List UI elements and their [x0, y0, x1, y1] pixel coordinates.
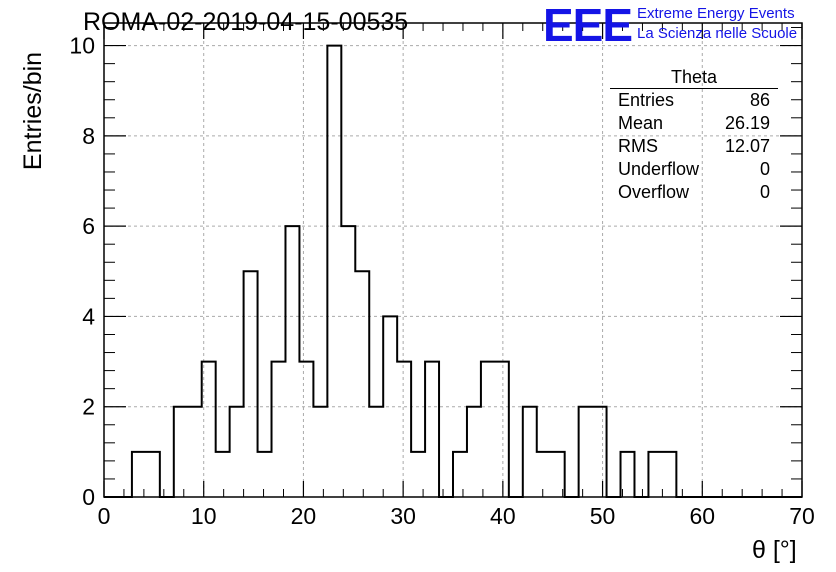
grid-lines [104, 23, 802, 497]
x-tick-label: 30 [390, 503, 416, 529]
x-tick-label: 70 [789, 503, 815, 529]
stats-row-underflow: Underflow 0 [610, 158, 778, 181]
logo-line-1: Extreme Energy Events [637, 5, 795, 22]
stats-box: Theta Entries 86 Mean 26.19 RMS 12.07 Un… [610, 66, 778, 204]
stats-row-rms: RMS 12.07 [610, 135, 778, 158]
y-tick-label: 4 [82, 303, 95, 329]
stats-label: Mean [618, 113, 664, 133]
y-tick-labels: 0 2 4 6 8 10 [69, 33, 95, 510]
stats-value: 0 [759, 159, 770, 179]
y-axis-label: Entries/bin [19, 51, 47, 171]
x-tick-label: 40 [490, 503, 516, 529]
stats-row-entries: Entries 86 [610, 89, 778, 112]
y-tick-label: 10 [69, 33, 95, 59]
y-tick-label: 8 [82, 123, 95, 149]
stats-label: Overflow [618, 182, 690, 202]
y-tick-label: 6 [82, 213, 95, 239]
axis-ticks [103, 23, 803, 498]
stats-label: RMS [618, 136, 658, 156]
histogram-step-line [104, 44, 802, 498]
stats-label: Entries [618, 90, 675, 110]
stats-value: 86 [749, 90, 770, 110]
stats-label: Underflow [618, 159, 700, 179]
x-axis-label: θ [°] [752, 536, 797, 564]
stats-row-mean: Mean 26.19 [610, 112, 778, 135]
x-tick-label: 0 [98, 503, 111, 529]
y-tick-label: 0 [82, 484, 95, 510]
stats-value: 12.07 [724, 136, 770, 156]
x-tick-label: 10 [191, 503, 217, 529]
stats-title: Theta [610, 66, 778, 89]
logo-caption: Extreme Energy Events La Scienza nelle S… [637, 4, 797, 44]
stats-row-overflow: Overflow 0 [610, 181, 778, 204]
eee-logo: EEE [543, 0, 633, 51]
plot-title: ROMA-02-2019-04-15-00535 [83, 8, 409, 36]
x-tick-label: 20 [291, 503, 317, 529]
x-tick-label: 60 [689, 503, 715, 529]
stats-value: 26.19 [724, 113, 770, 133]
logo-line-2: La Scienza nelle Scuole [637, 25, 798, 42]
y-tick-label: 2 [82, 394, 95, 420]
stats-value: 0 [759, 182, 770, 202]
x-tick-labels: 0 10 20 30 40 50 60 70 [98, 503, 815, 529]
x-tick-label: 50 [590, 503, 616, 529]
